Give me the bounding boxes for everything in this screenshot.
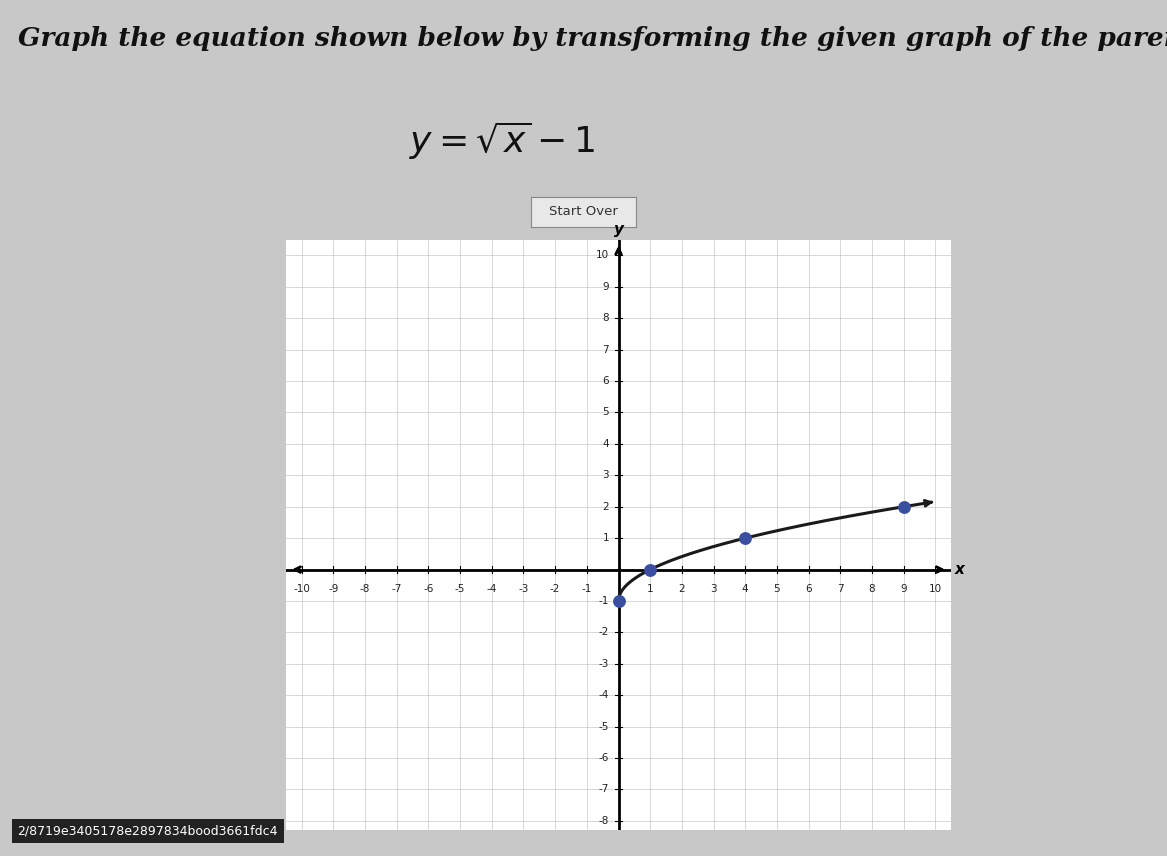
- Text: -5: -5: [455, 584, 466, 594]
- Text: -5: -5: [599, 722, 609, 732]
- Text: 8: 8: [602, 313, 609, 324]
- Text: 9: 9: [900, 584, 907, 594]
- Point: [641, 562, 659, 576]
- Text: -10: -10: [293, 584, 310, 594]
- Text: -2: -2: [599, 627, 609, 638]
- Text: 6: 6: [602, 376, 609, 386]
- Text: 5: 5: [602, 407, 609, 418]
- Text: 5: 5: [774, 584, 781, 594]
- Text: -4: -4: [599, 690, 609, 700]
- Text: 4: 4: [602, 439, 609, 449]
- Text: 2: 2: [602, 502, 609, 512]
- Text: -9: -9: [328, 584, 338, 594]
- Text: 2/8719e3405178e2897834bood3661fdc4: 2/8719e3405178e2897834bood3661fdc4: [18, 824, 278, 838]
- Text: -1: -1: [581, 584, 592, 594]
- Text: 3: 3: [711, 584, 717, 594]
- Text: 1: 1: [602, 533, 609, 544]
- Text: 1: 1: [647, 584, 654, 594]
- Text: -6: -6: [599, 753, 609, 763]
- Text: Graph the equation shown below by transforming the given graph of the parent fun: Graph the equation shown below by transf…: [18, 26, 1167, 51]
- Text: 2: 2: [678, 584, 685, 594]
- Point: [894, 500, 913, 514]
- Point: [609, 594, 628, 608]
- Text: x: x: [955, 562, 964, 577]
- Text: -8: -8: [359, 584, 370, 594]
- Text: y: y: [614, 222, 623, 236]
- Text: Start Over: Start Over: [548, 205, 619, 218]
- Text: -7: -7: [392, 584, 401, 594]
- Text: -7: -7: [599, 784, 609, 794]
- Text: 10: 10: [596, 251, 609, 260]
- Text: $y = \sqrt{x} - 1$: $y = \sqrt{x} - 1$: [408, 120, 595, 162]
- Text: -4: -4: [487, 584, 497, 594]
- Text: 6: 6: [805, 584, 812, 594]
- Text: -8: -8: [599, 816, 609, 826]
- Text: 8: 8: [868, 584, 875, 594]
- Text: 4: 4: [742, 584, 748, 594]
- Text: 3: 3: [602, 470, 609, 480]
- Text: -3: -3: [599, 659, 609, 669]
- Text: 7: 7: [837, 584, 844, 594]
- Text: -2: -2: [550, 584, 560, 594]
- Text: 7: 7: [602, 345, 609, 354]
- Text: -1: -1: [599, 596, 609, 606]
- Text: -3: -3: [518, 584, 529, 594]
- Text: 9: 9: [602, 282, 609, 292]
- Text: -6: -6: [424, 584, 434, 594]
- Text: 10: 10: [929, 584, 942, 594]
- Point: [736, 532, 755, 545]
